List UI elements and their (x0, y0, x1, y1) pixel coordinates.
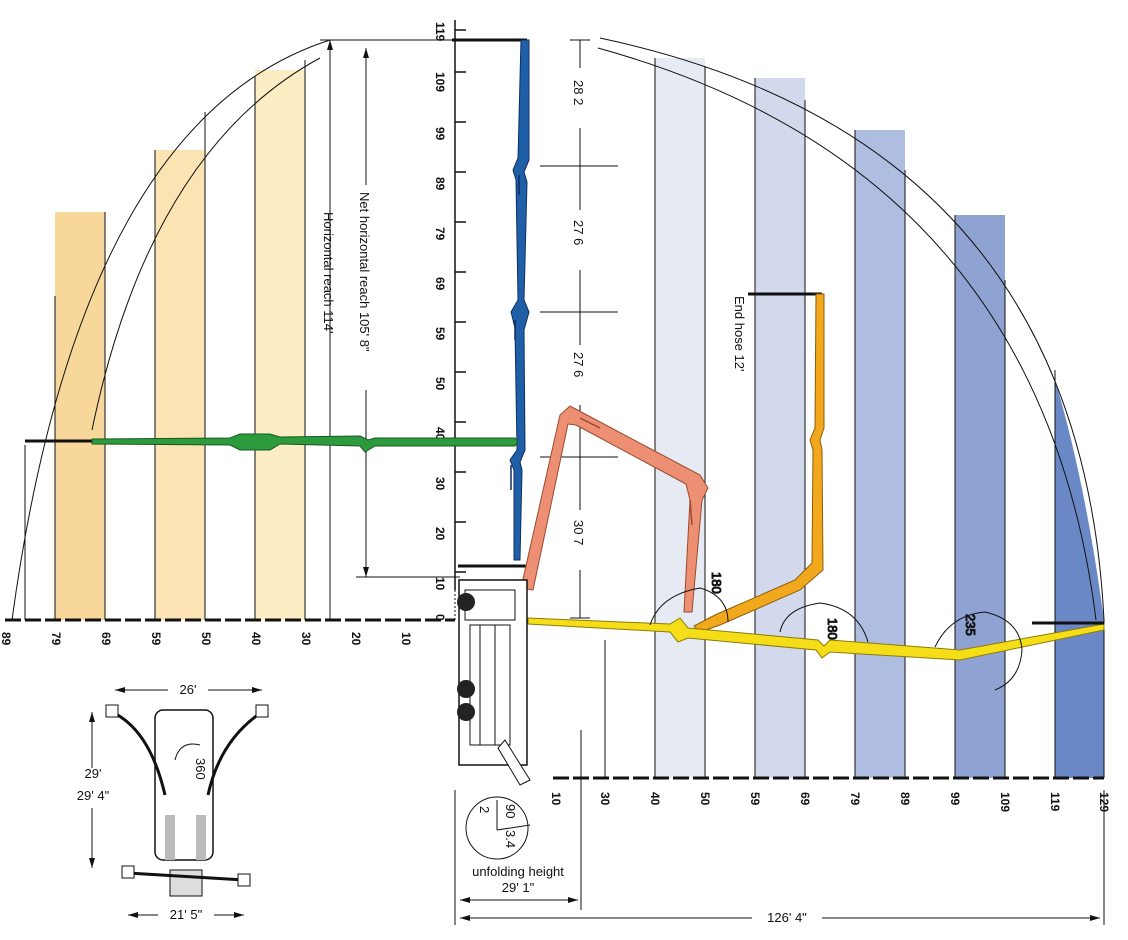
horizontal-reach-label: Horizontal reach 114' (321, 212, 336, 333)
net-horizontal-reach-label: Net horizontal reach 105' 8" (357, 192, 372, 352)
unfolding-height-dimension: unfolding height 29' 1" (454, 730, 582, 925)
baxis-tick: 99 (948, 792, 962, 806)
vaxis-tick: 10 (433, 577, 447, 591)
small-2-label: 2 (477, 806, 492, 813)
unfolding-height-title: unfolding height (472, 864, 564, 879)
baxis-tick: 89 (898, 792, 912, 806)
small-90-label: 90 (503, 804, 518, 818)
unfolding-height-value: 29' 1" (502, 880, 535, 895)
vertical-axis-labels: 10 20 30 40 50 59 69 79 89 99 109 119 0 (433, 22, 447, 621)
vaxis-zero: 0 (433, 614, 447, 621)
vaxis-tick: 40 (433, 427, 447, 441)
baxis-tick: 59 (748, 792, 762, 806)
boom-section-dimensions: 28 2 27 6 27 6 30 7 (540, 39, 618, 619)
baxis-tick: 40 (648, 792, 662, 806)
laxis-tick: 79 (49, 632, 63, 646)
wheel-icon (457, 680, 475, 698)
bottom-axis-labels: 10 30 40 50 59 69 79 89 99 109 119 129 (549, 792, 1111, 812)
baxis-tick: 10 (549, 792, 563, 806)
baxis-tick: 119 (1048, 792, 1062, 812)
vaxis-tick: 79 (433, 227, 447, 241)
angle-2-label: 180 (825, 618, 840, 640)
boom-yellow-extended (527, 617, 1105, 661)
laxis-tick: 40 (249, 632, 263, 646)
baxis-tick: 69 (798, 792, 812, 806)
wheel-icon (457, 703, 475, 721)
laxis-tick: 69 (99, 632, 113, 646)
boom-horizontal-green (25, 433, 519, 453)
vaxis-tick: 119 (433, 22, 447, 42)
outrigger-length-line1: 29' (85, 766, 102, 781)
small-34-label: 3.4 (503, 830, 518, 848)
boom-salmon-folded (520, 405, 709, 613)
baxis-tick: 30 (598, 792, 612, 806)
truck-side-view (457, 579, 531, 786)
section-4-length: 30 7 (571, 520, 586, 545)
laxis-tick: 89 (0, 632, 13, 646)
right-grid-lines (604, 58, 1105, 778)
small-angle-diagram: 2 90 3.4 (465, 796, 531, 860)
total-reach-dimension: 126' 4" (460, 790, 1105, 926)
vaxis-tick: 69 (433, 277, 447, 291)
laxis-tick: 20 (349, 632, 363, 646)
laxis-tick: 59 (149, 632, 163, 646)
net-horizontal-reach-dimension: Net horizontal reach 105' 8" (356, 48, 460, 578)
baxis-tick: 79 (848, 792, 862, 806)
boom-vertical-blue (452, 38, 532, 568)
baxis-tick: 50 (698, 792, 712, 806)
outrigger-length: 29' 4" (77, 788, 110, 803)
section-2-length: 27 6 (571, 220, 586, 245)
horizontal-reach-dimension: Horizontal reach 114' (320, 39, 455, 620)
baxis-tick: 109 (998, 792, 1012, 812)
angle-3-label: 235 (963, 614, 978, 636)
wheel-icon (457, 593, 475, 611)
left-axis-labels: 10 20 30 40 50 59 69 79 89 (0, 632, 413, 646)
vaxis-tick: 30 (433, 477, 447, 491)
vaxis-tick: 109 (433, 72, 447, 92)
outrigger-plan-view: 26' 29' 21' 5" 360 (84, 682, 269, 923)
vaxis-tick: 50 (433, 377, 447, 391)
vaxis-tick: 99 (433, 127, 447, 141)
end-hose-label: End hose 12' (732, 296, 747, 372)
right-reach-bands (655, 58, 1104, 778)
outrigger-top-width: 26' (180, 682, 197, 697)
total-reach-label: 126' 4" (767, 910, 807, 925)
section-3-length: 27 6 (571, 352, 586, 377)
vaxis-tick: 89 (433, 177, 447, 191)
rotation-angle-indicators: 180 180 235 (649, 572, 1023, 691)
vaxis-tick: 59 (433, 327, 447, 341)
section-1-length: 28 2 (571, 80, 586, 105)
laxis-tick: 30 (299, 632, 313, 646)
reach-envelope-arcs (11, 37, 1105, 621)
vertical-height-axis (454, 20, 466, 620)
angle-1-label: 180 (709, 572, 724, 594)
laxis-tick: 10 (399, 632, 413, 646)
laxis-tick: 50 (199, 632, 213, 646)
vaxis-tick: 20 (433, 527, 447, 541)
slew-angle-label: 360 (193, 758, 208, 780)
left-reach-bands (55, 70, 305, 620)
outrigger-bottom-width: 21' 5" (170, 907, 203, 922)
